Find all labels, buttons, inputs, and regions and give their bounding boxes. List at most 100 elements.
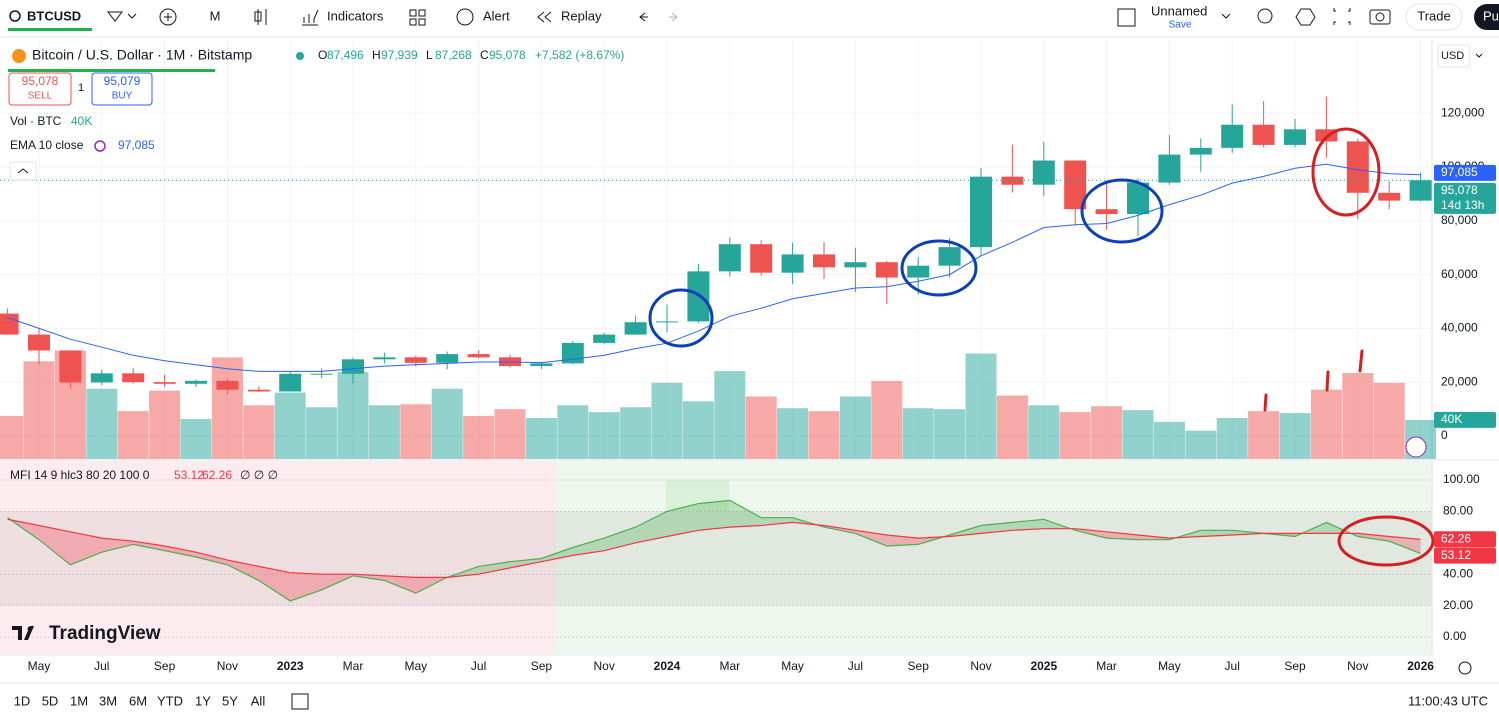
goto-date-button[interactable]	[291, 693, 309, 710]
ema-legend: EMA 10 close	[10, 138, 84, 152]
redo-button[interactable]	[669, 12, 678, 22]
compare-button[interactable]	[159, 8, 177, 26]
candle-body	[216, 380, 239, 390]
volume-bar	[211, 357, 243, 459]
trade-label[interactable]: Trade	[1417, 8, 1450, 23]
trade-button[interactable]	[1405, 3, 1463, 31]
lens	[1375, 12, 1385, 22]
mfi-fill	[70, 531, 102, 565]
publish-button[interactable]	[1474, 4, 1499, 30]
layout-icon[interactable]	[1117, 8, 1136, 27]
x-tick-label: Jul	[471, 659, 486, 673]
favorite-icon[interactable]	[106, 11, 124, 22]
range-button[interactable]: 5D	[42, 693, 59, 708]
assistant-button[interactable]	[1405, 436, 1427, 458]
quick-search[interactable]	[1257, 8, 1273, 24]
search-icon	[9, 10, 21, 22]
candle-body	[1032, 160, 1055, 185]
currency-button[interactable]	[1437, 44, 1471, 68]
mfi-tag-bg	[1434, 547, 1496, 564]
templates-button[interactable]	[409, 9, 426, 26]
indicators-icon	[302, 9, 319, 26]
indicators-button[interactable]: Indicators	[327, 8, 384, 23]
sell-price[interactable]: 95,078	[22, 74, 59, 88]
candle-body	[153, 382, 176, 384]
x-tick-label: Nov	[594, 659, 615, 673]
axis-settings[interactable]	[1458, 661, 1472, 675]
volume-bar	[274, 392, 306, 459]
vol-value: 40K	[71, 114, 92, 128]
buy-price[interactable]: 95,079	[104, 74, 141, 88]
candle-body	[844, 262, 867, 268]
candle-body	[781, 254, 804, 273]
sell-label[interactable]: SELL	[28, 91, 53, 102]
x-tick-label: Jul	[848, 659, 863, 673]
volume-bar	[1373, 382, 1405, 459]
mfi-tick-label: 80.00	[1443, 504, 1473, 518]
symbol-search[interactable]: BTCUSD	[8, 8, 92, 31]
collapse-button[interactable]	[9, 161, 37, 181]
range-button[interactable]: 1D	[14, 693, 31, 708]
buy-button[interactable]	[91, 72, 153, 106]
candle-body	[970, 176, 992, 248]
volume-bar	[117, 411, 149, 459]
layout-name[interactable]: Unnamed	[1151, 3, 1207, 18]
volume-bar	[149, 390, 181, 459]
blue-circle	[1080, 178, 1164, 244]
layout-dropdown[interactable]	[1221, 13, 1231, 19]
fullscreen-button[interactable]	[1333, 8, 1351, 25]
dropdown-icon[interactable]	[127, 13, 137, 19]
candle-body	[0, 313, 19, 335]
price-tag: 95,078	[1441, 183, 1478, 197]
range-button[interactable]: 1Y	[195, 693, 211, 708]
mfi-line	[7, 499, 1421, 602]
settings-button[interactable]	[1295, 8, 1316, 26]
candle-body	[122, 373, 145, 383]
red-marks	[1263, 349, 1364, 412]
mfi-fill	[1106, 531, 1138, 540]
interval-button[interactable]: M	[210, 8, 221, 23]
price-tag-bg	[1434, 182, 1496, 214]
snapshot-button[interactable]	[1369, 9, 1391, 25]
volume-bar	[996, 395, 1028, 459]
x-tick-label: 2024	[654, 659, 681, 673]
save-label[interactable]: Save	[1169, 20, 1192, 31]
volume-bar	[337, 372, 369, 459]
mfi-bg-highlight	[666, 480, 729, 511]
x-tick-label: Sep	[154, 659, 176, 673]
mfi-fill	[761, 517, 793, 526]
alert-button[interactable]: Alert	[483, 8, 510, 23]
range-button[interactable]: 3M	[99, 693, 117, 708]
range-button[interactable]: 1M	[70, 693, 88, 708]
mfi-tick-label: 0.00	[1443, 629, 1467, 643]
publish-label[interactable]: Pu	[1483, 8, 1499, 23]
volume-bar	[588, 412, 620, 459]
buy-label[interactable]: BUY	[112, 91, 133, 102]
range-button[interactable]: 6M	[129, 693, 147, 708]
y-tick-label: 60,000	[1441, 267, 1478, 281]
range-button[interactable]: 5Y	[222, 693, 238, 708]
volume-bar	[1279, 413, 1311, 459]
currency[interactable]: USD	[1441, 50, 1464, 62]
volume-bar	[808, 411, 840, 459]
volume-bar	[871, 380, 903, 459]
replay-button[interactable]: Replay	[561, 8, 602, 23]
toolbar	[0, 0, 1499, 36]
volume-tag: 40K	[1441, 412, 1462, 426]
range-button[interactable]: All	[251, 693, 266, 708]
y-tick-label: 0	[1441, 428, 1448, 442]
volume	[0, 350, 1437, 459]
range-button[interactable]: YTD	[157, 693, 183, 708]
candle-body	[530, 363, 553, 367]
volume-bar	[934, 409, 966, 459]
candle-body	[1189, 147, 1212, 155]
sell-button[interactable]	[8, 72, 72, 106]
candle-body	[342, 359, 364, 374]
undo-button[interactable]	[639, 12, 648, 22]
red-circle	[1337, 515, 1435, 567]
mfi-fill	[196, 552, 228, 565]
volume-tag-bg	[1434, 411, 1496, 428]
volume-bar	[1216, 417, 1248, 459]
symbol[interactable]: BTCUSD	[27, 8, 81, 23]
ohlc-value: 95,078	[489, 48, 526, 62]
